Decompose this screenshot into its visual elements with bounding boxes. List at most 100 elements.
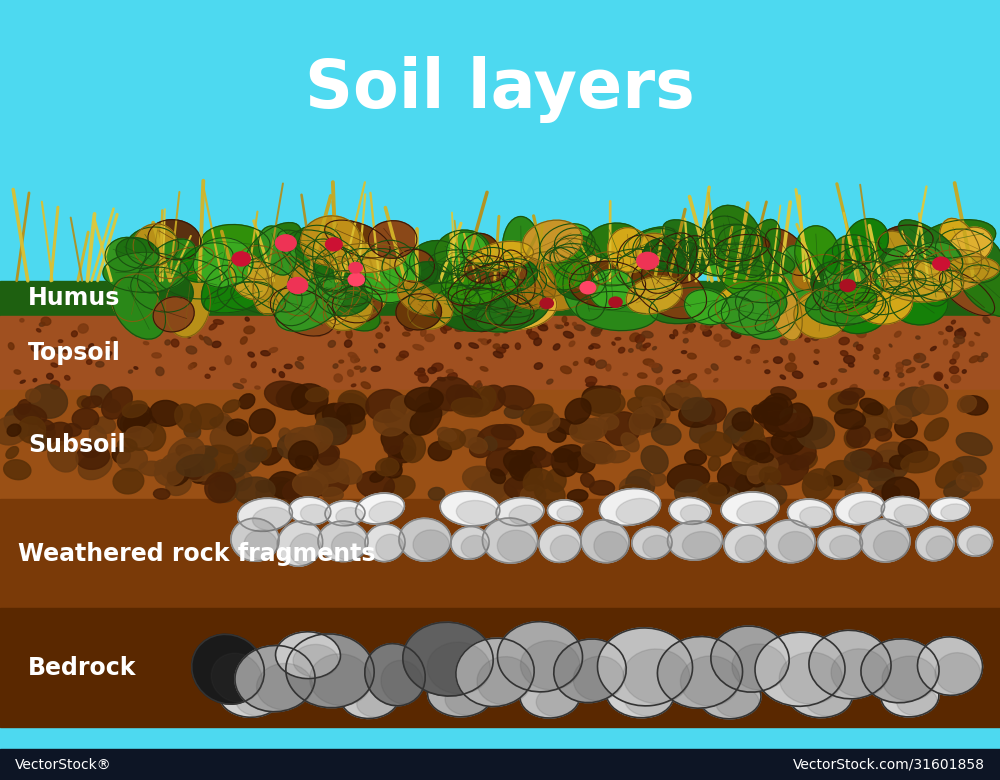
Ellipse shape: [4, 459, 31, 480]
Ellipse shape: [718, 462, 757, 492]
Ellipse shape: [688, 374, 697, 381]
Circle shape: [275, 235, 296, 251]
Ellipse shape: [738, 442, 756, 456]
Ellipse shape: [714, 378, 718, 382]
Ellipse shape: [683, 339, 688, 343]
Ellipse shape: [333, 409, 365, 434]
Ellipse shape: [877, 232, 918, 274]
Ellipse shape: [272, 257, 316, 316]
Ellipse shape: [652, 424, 681, 445]
Ellipse shape: [334, 374, 342, 382]
Ellipse shape: [425, 334, 434, 342]
Ellipse shape: [766, 273, 802, 340]
Ellipse shape: [506, 469, 532, 489]
Ellipse shape: [953, 352, 959, 360]
Ellipse shape: [899, 220, 963, 271]
Ellipse shape: [533, 452, 554, 467]
Ellipse shape: [417, 317, 423, 324]
Ellipse shape: [180, 243, 233, 282]
Ellipse shape: [717, 228, 771, 289]
Ellipse shape: [626, 276, 682, 314]
Ellipse shape: [538, 324, 548, 331]
Ellipse shape: [680, 656, 740, 706]
Ellipse shape: [520, 675, 580, 718]
Ellipse shape: [89, 344, 94, 348]
Ellipse shape: [831, 649, 889, 697]
Ellipse shape: [853, 458, 890, 480]
Ellipse shape: [679, 402, 715, 427]
Ellipse shape: [592, 327, 602, 334]
Ellipse shape: [915, 354, 920, 358]
Ellipse shape: [249, 409, 275, 434]
Ellipse shape: [176, 445, 192, 457]
Ellipse shape: [896, 387, 929, 417]
Ellipse shape: [484, 437, 497, 451]
Ellipse shape: [7, 424, 21, 436]
Ellipse shape: [218, 277, 259, 310]
Ellipse shape: [399, 519, 451, 561]
Ellipse shape: [687, 248, 770, 281]
Ellipse shape: [581, 388, 625, 417]
Ellipse shape: [813, 260, 871, 312]
Ellipse shape: [370, 471, 384, 482]
Ellipse shape: [457, 395, 488, 412]
Ellipse shape: [814, 349, 819, 353]
Bar: [0, 316, 1000, 390]
Ellipse shape: [282, 242, 342, 291]
Ellipse shape: [599, 488, 661, 526]
Ellipse shape: [555, 324, 559, 328]
Ellipse shape: [667, 464, 710, 492]
Ellipse shape: [257, 663, 313, 710]
Ellipse shape: [779, 652, 842, 704]
Ellipse shape: [498, 385, 534, 410]
Ellipse shape: [386, 455, 402, 473]
Ellipse shape: [118, 438, 137, 452]
Ellipse shape: [37, 426, 55, 439]
Ellipse shape: [437, 378, 445, 381]
Ellipse shape: [255, 386, 260, 389]
Ellipse shape: [477, 424, 516, 451]
Ellipse shape: [515, 343, 520, 349]
Ellipse shape: [788, 672, 852, 718]
Ellipse shape: [643, 535, 671, 558]
Ellipse shape: [650, 473, 666, 486]
Ellipse shape: [582, 418, 607, 440]
Ellipse shape: [916, 336, 920, 339]
Ellipse shape: [155, 459, 177, 472]
Ellipse shape: [505, 456, 521, 466]
Ellipse shape: [341, 678, 399, 718]
Ellipse shape: [273, 282, 317, 326]
Ellipse shape: [0, 416, 28, 445]
Ellipse shape: [496, 347, 506, 353]
Ellipse shape: [901, 451, 939, 473]
Ellipse shape: [365, 524, 405, 562]
Ellipse shape: [410, 240, 464, 283]
Ellipse shape: [682, 238, 730, 265]
Ellipse shape: [724, 525, 766, 562]
Ellipse shape: [82, 396, 102, 408]
Ellipse shape: [376, 333, 382, 339]
Ellipse shape: [618, 347, 625, 353]
Ellipse shape: [538, 323, 547, 327]
Ellipse shape: [675, 480, 707, 506]
Ellipse shape: [209, 324, 217, 330]
Ellipse shape: [893, 315, 899, 323]
Ellipse shape: [635, 335, 645, 343]
Ellipse shape: [606, 671, 674, 718]
Ellipse shape: [883, 377, 890, 381]
Ellipse shape: [470, 442, 491, 458]
Ellipse shape: [633, 405, 663, 429]
Ellipse shape: [676, 381, 683, 385]
Ellipse shape: [126, 227, 179, 266]
Ellipse shape: [854, 278, 913, 324]
Ellipse shape: [779, 413, 809, 431]
Ellipse shape: [456, 385, 480, 405]
Ellipse shape: [155, 258, 229, 299]
Ellipse shape: [585, 377, 597, 385]
Ellipse shape: [202, 225, 270, 261]
Ellipse shape: [793, 254, 842, 290]
Ellipse shape: [780, 375, 786, 379]
Ellipse shape: [382, 488, 394, 502]
Ellipse shape: [485, 470, 505, 486]
Circle shape: [348, 273, 364, 285]
